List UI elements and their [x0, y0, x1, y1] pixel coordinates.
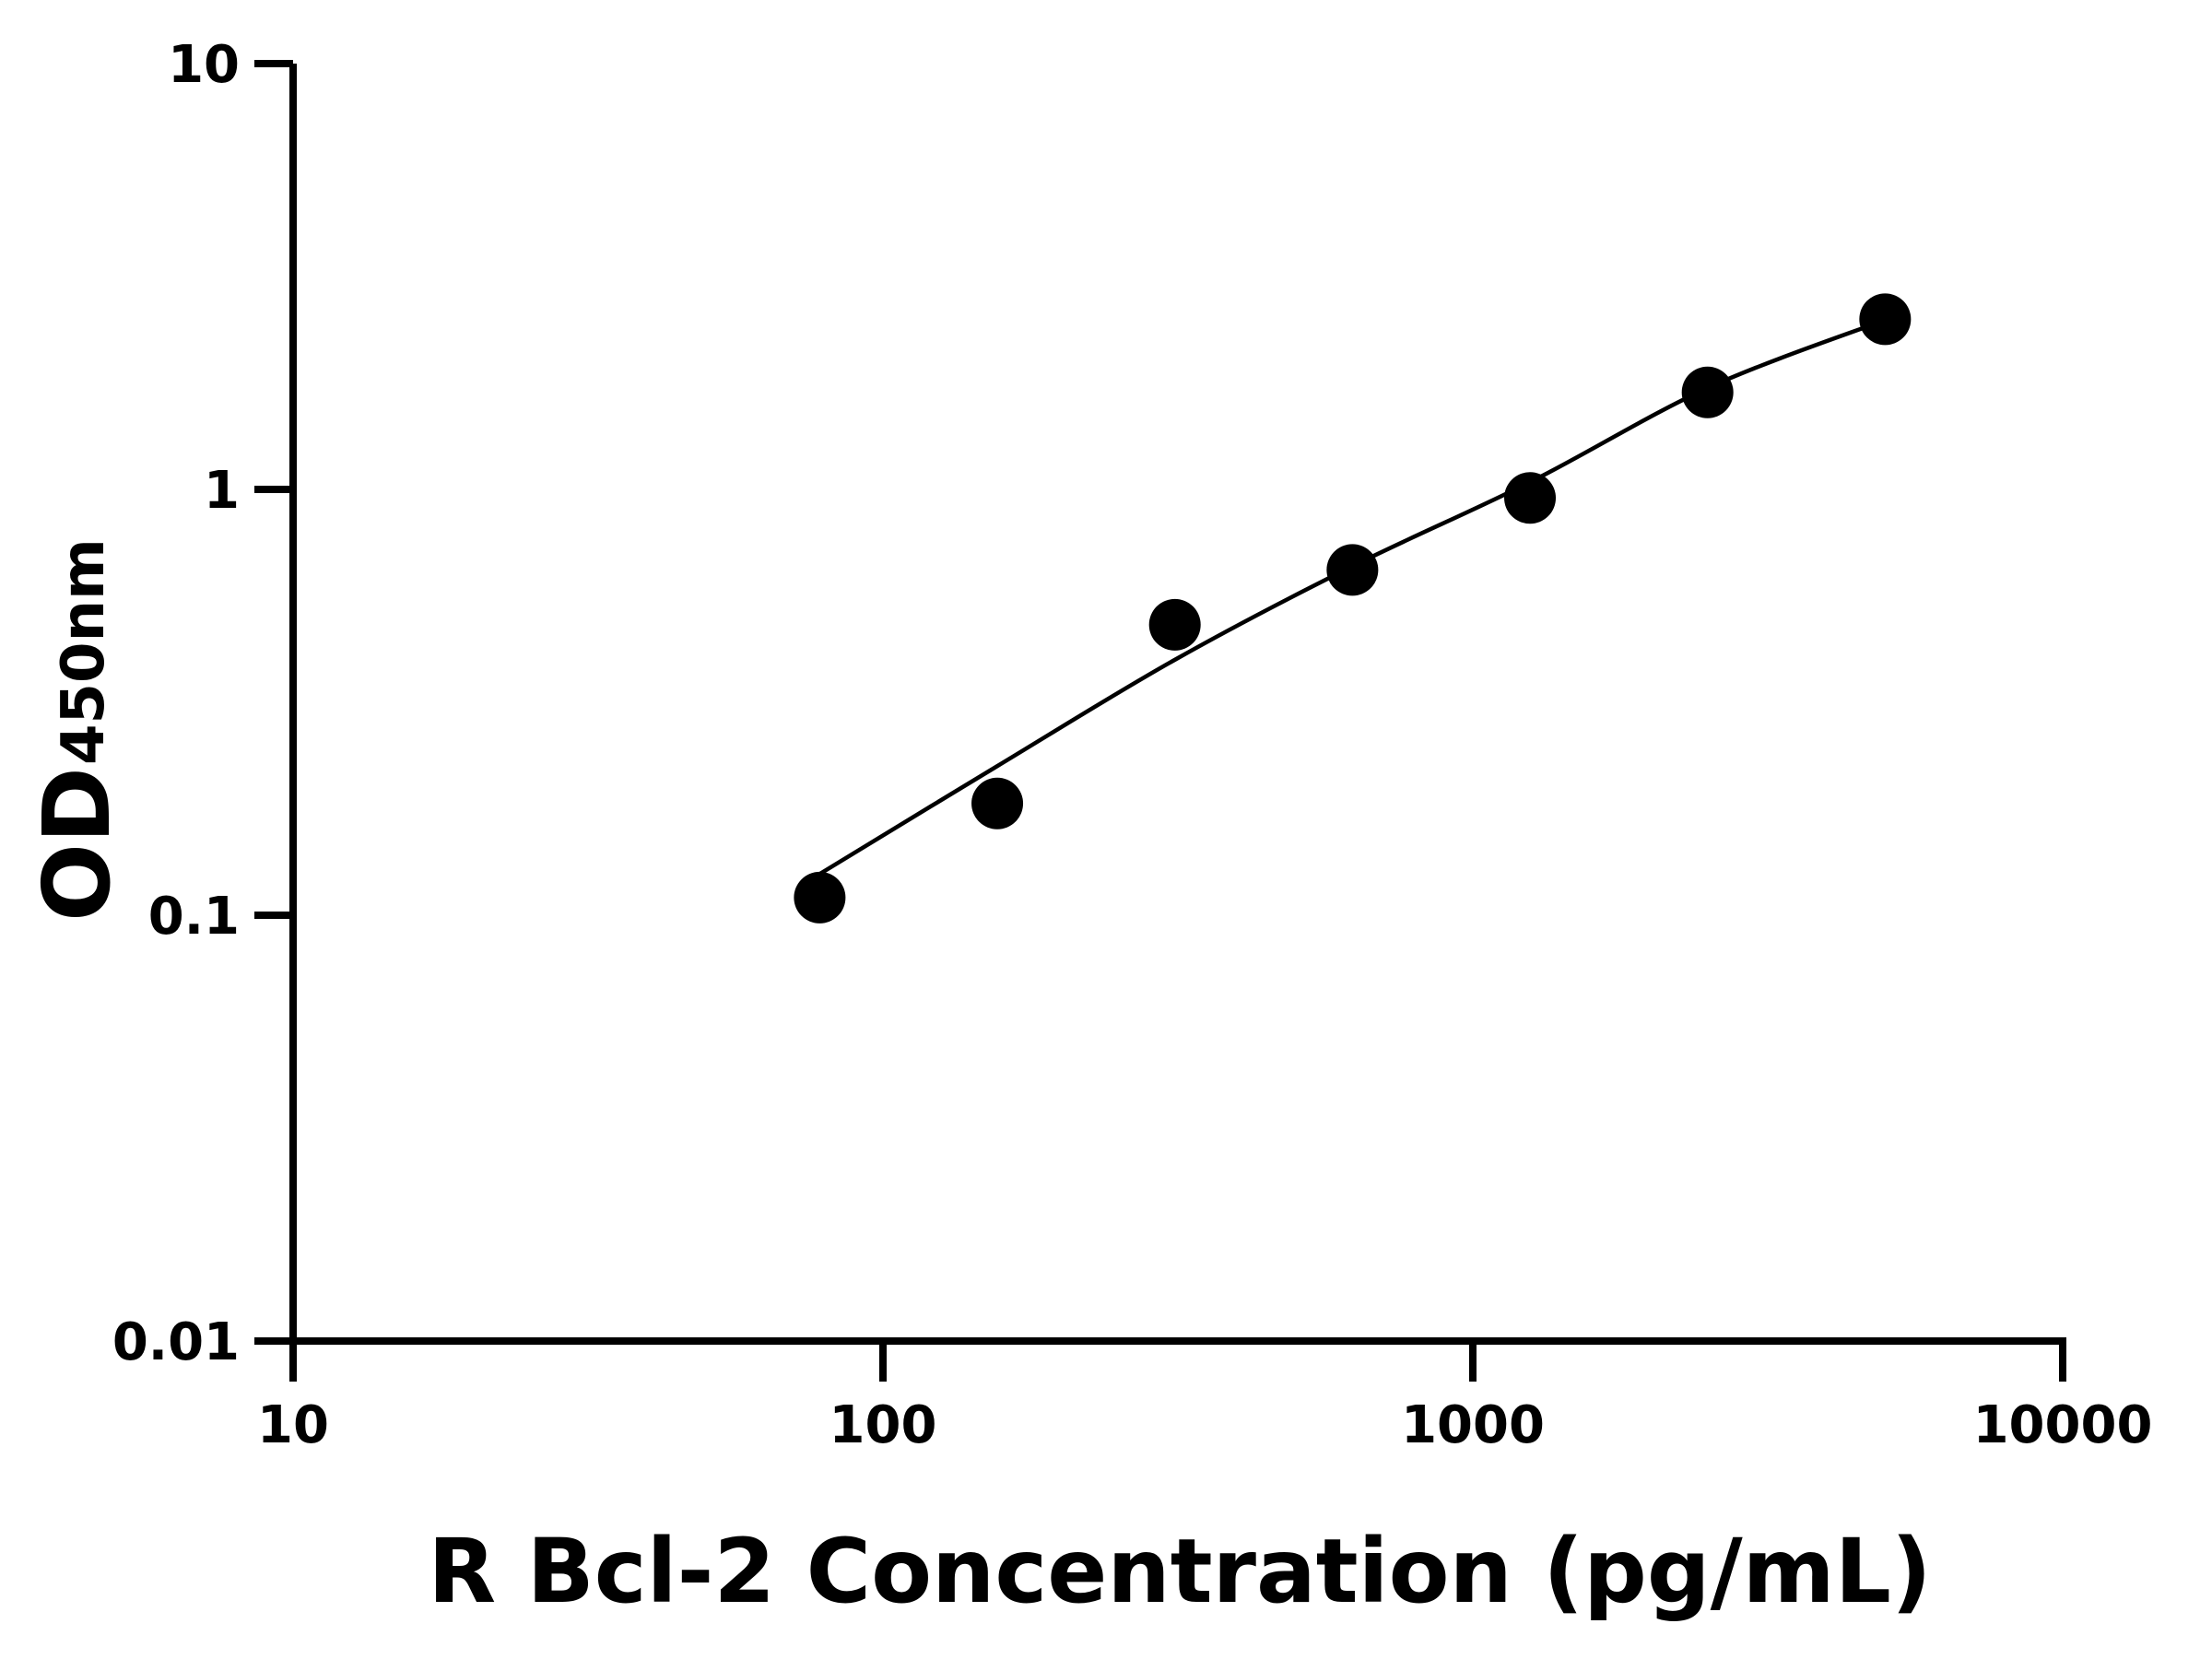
y-axis-title: OD 450nm	[23, 538, 131, 922]
y-axis-title-main: OD	[23, 767, 131, 922]
y-axis-title-sub: 450nm	[50, 538, 118, 765]
x-tick-label: 10	[257, 1395, 329, 1455]
x-axis-title: R Bcl-2 Concentration (pg/mL)	[428, 1520, 1931, 1623]
y-tick-label: 0.01	[112, 1312, 240, 1372]
data-point	[1148, 598, 1201, 651]
x-tick-label: 1000	[1401, 1395, 1545, 1455]
y-tick-label: 0.1	[148, 887, 240, 947]
data-point	[1681, 366, 1734, 418]
y-tick-label: 1	[204, 461, 240, 521]
x-tick-label: 10000	[1973, 1395, 2153, 1455]
data-points	[794, 293, 1912, 924]
data-point	[1859, 293, 1912, 346]
data-point	[971, 777, 1024, 830]
data-point	[794, 871, 846, 924]
data-point	[1504, 472, 1557, 524]
axes: 10 100 1000 10000 0.01 0.1 1 10	[112, 35, 2153, 1455]
data-point	[1326, 544, 1379, 596]
y-tick-label: 10	[168, 35, 240, 95]
x-tick-label: 100	[830, 1395, 937, 1455]
